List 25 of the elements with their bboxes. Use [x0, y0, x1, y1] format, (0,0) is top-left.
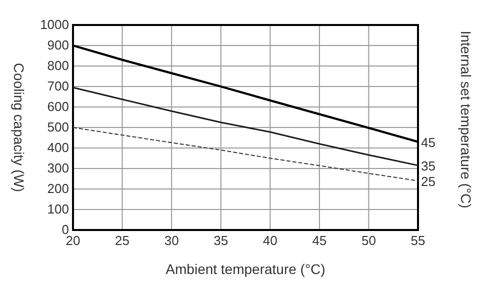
y-tick-label: 300: [47, 160, 69, 176]
x-tick-label: 30: [164, 233, 179, 248]
y-tick-label: 200: [47, 181, 69, 196]
x-tick-label: 50: [361, 233, 376, 248]
y-tick-label: 700: [47, 78, 69, 94]
legend-title: Internal set temperature (°C): [458, 30, 474, 208]
y-tick-label: 100: [47, 202, 69, 217]
x-axis-title: Ambient temperature (°C): [166, 261, 326, 277]
y-tick-label: 900: [47, 38, 69, 53]
y-tick-label: 800: [47, 58, 69, 74]
y-tick-label: 1000: [40, 17, 69, 32]
y-tick-label: 600: [47, 99, 69, 114]
x-tick-label: 25: [115, 233, 130, 248]
x-tick-label: 35: [214, 233, 228, 248]
y-tick-label: 400: [47, 140, 69, 156]
series-label: 35: [421, 158, 436, 174]
series-label: 25: [421, 174, 436, 189]
line-series: [72, 86, 419, 166]
line-series: [72, 127, 418, 182]
x-tick-label: 55: [410, 233, 426, 248]
y-tick-label: 500: [47, 120, 69, 135]
series-label: 45: [421, 134, 436, 150]
x-tick-label: 45: [312, 233, 327, 248]
x-tick-label: 40: [262, 233, 278, 248]
y-axis-title: Cooling capacity (W): [11, 62, 27, 192]
